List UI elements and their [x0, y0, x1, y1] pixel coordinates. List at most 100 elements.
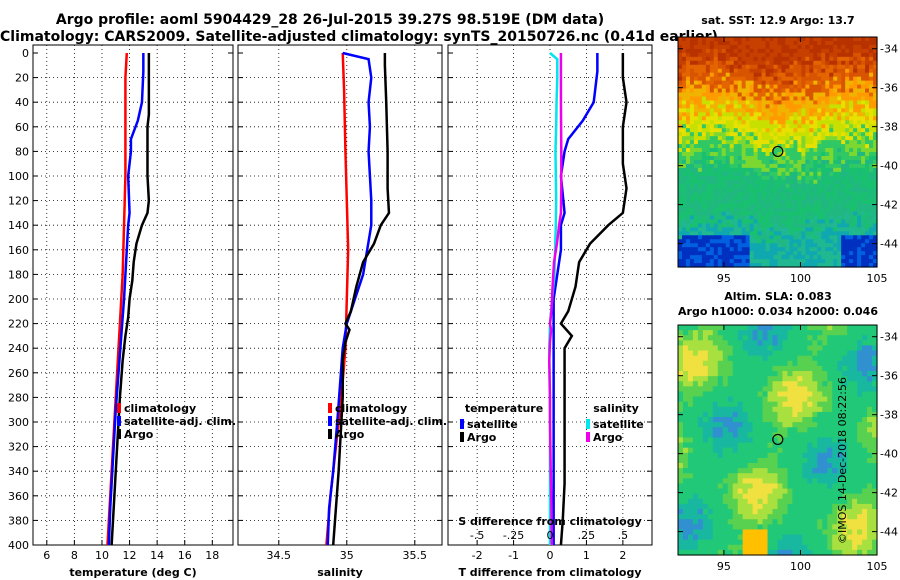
- map-cell: [787, 437, 794, 444]
- map-cell: [769, 52, 775, 58]
- map-cell: [805, 68, 810, 74]
- map-cell: [701, 247, 707, 252]
- map-cell: [812, 350, 818, 357]
- map-cell: [857, 96, 862, 102]
- map-cell: [765, 128, 771, 133]
- map-cell: [827, 340, 833, 347]
- map-cell: [832, 335, 838, 341]
- map-cell: [789, 136, 795, 141]
- map-cell: [697, 159, 703, 165]
- map-cell: [812, 417, 818, 423]
- map-cell: [862, 386, 868, 393]
- map-cell: [865, 187, 870, 193]
- map-cell: [821, 120, 826, 125]
- map-cell: [842, 539, 848, 546]
- map-cell: [793, 219, 798, 224]
- map-cell: [765, 159, 771, 165]
- map-cell: [678, 132, 683, 137]
- map-cell: [693, 223, 699, 228]
- map-cell: [867, 376, 873, 382]
- map-cell: [681, 263, 687, 268]
- map-cell: [801, 235, 806, 240]
- map-cell: [857, 219, 862, 224]
- map-cell: [861, 231, 866, 236]
- map-cell: [697, 493, 704, 500]
- map-cell: [733, 175, 739, 181]
- map-cell: [825, 203, 830, 209]
- map-cell: [857, 108, 862, 113]
- map-cell: [773, 167, 779, 173]
- map-cell: [793, 56, 798, 62]
- legend-label: Argo: [335, 428, 365, 441]
- map-cell: [821, 112, 826, 117]
- map-cell: [845, 187, 850, 193]
- map-cell: [862, 371, 868, 377]
- map-cell: [825, 68, 830, 74]
- map-cell: [685, 132, 691, 137]
- map-cell: [752, 457, 759, 464]
- map-cell: [693, 132, 699, 137]
- map-cell: [867, 478, 873, 485]
- map-cell: [845, 92, 850, 98]
- map-cell: [847, 447, 853, 454]
- map-cell: [725, 124, 731, 129]
- map-cell: [697, 231, 703, 236]
- map-cell: [761, 211, 767, 217]
- map-cell: [821, 116, 826, 121]
- map-cell: [702, 406, 709, 413]
- map-cell: [785, 199, 791, 205]
- map-cell: [841, 251, 846, 256]
- map-cell: [867, 391, 873, 398]
- map-cell: [741, 227, 747, 232]
- map-cell: [793, 163, 798, 169]
- map-cell: [781, 171, 787, 177]
- map-cell: [772, 406, 779, 413]
- map-cell: [825, 48, 830, 54]
- map-cell: [713, 191, 719, 197]
- map-cell: [789, 191, 795, 197]
- map-cell: [852, 534, 858, 541]
- map-cell: [802, 432, 808, 439]
- map-cell: [733, 259, 739, 264]
- map-cell: [765, 60, 771, 66]
- map-cell: [861, 76, 866, 82]
- map-cell: [717, 509, 724, 515]
- map-cell: [769, 163, 775, 169]
- map-cell: [757, 64, 763, 70]
- map-cell: [853, 112, 858, 117]
- map-cell: [678, 239, 683, 244]
- map-cell: [827, 325, 833, 331]
- map-cell: [869, 211, 874, 217]
- map-cell: [725, 207, 731, 213]
- map-cell: [807, 355, 813, 362]
- map-cell: [685, 255, 691, 260]
- map-cell: [809, 155, 814, 161]
- map-cell: [725, 199, 731, 205]
- map-cell: [745, 116, 751, 121]
- map-cell: [761, 183, 767, 189]
- map-cell: [702, 350, 709, 357]
- map-cell: [749, 92, 755, 98]
- map-cell: [733, 148, 739, 153]
- map-cell: [761, 144, 767, 149]
- map-cell: [765, 263, 771, 268]
- map-cell: [857, 259, 862, 264]
- map-cell: [797, 48, 802, 54]
- map-cell: [845, 132, 850, 137]
- map-cell: [842, 376, 848, 382]
- map-cell: [689, 155, 695, 161]
- map-cell: [873, 68, 878, 74]
- map-cell: [841, 128, 846, 133]
- map-cell: [678, 88, 683, 94]
- map-cell: [709, 56, 715, 62]
- map-cell: [772, 401, 779, 408]
- map-cell: [762, 544, 769, 551]
- map-cell: [753, 68, 759, 74]
- map-cell: [857, 116, 862, 121]
- map-cell: [845, 88, 850, 94]
- map-cell: [789, 112, 795, 117]
- map-cell: [749, 44, 755, 50]
- map-cell: [745, 167, 751, 173]
- map-cell: [853, 84, 858, 90]
- map-cell: [685, 243, 691, 248]
